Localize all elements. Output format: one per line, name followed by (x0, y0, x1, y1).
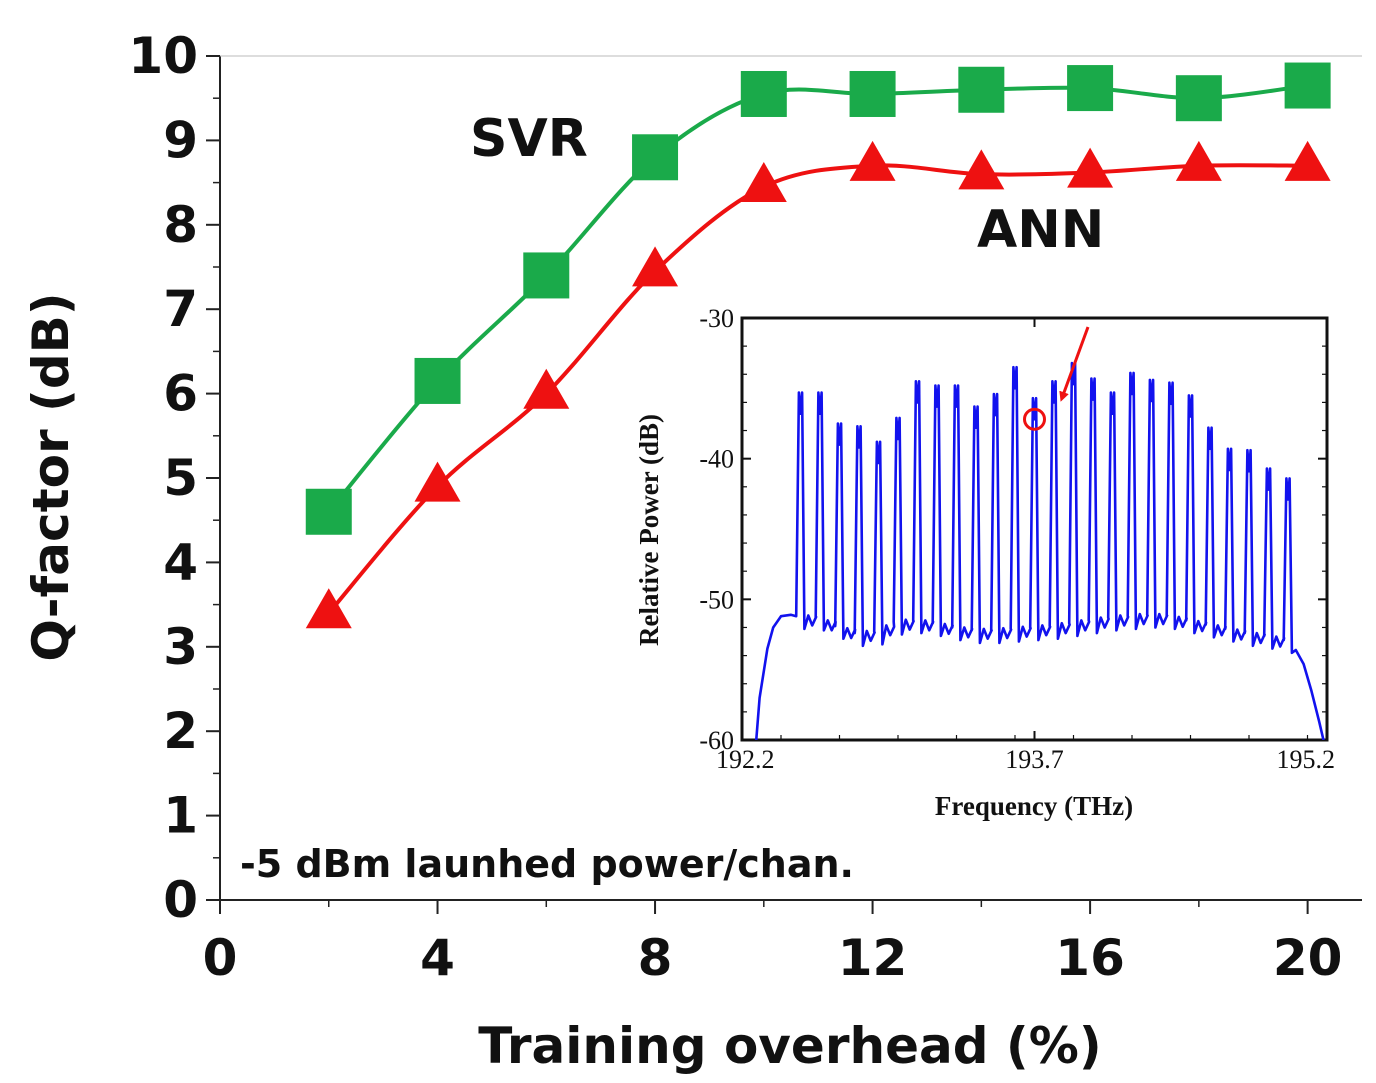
highlighted-channel-circle (1023, 407, 1046, 431)
svr-marker (523, 252, 570, 299)
ann-marker (632, 246, 679, 287)
inset-spectrum (754, 361, 1325, 740)
main-x-tick-label: 12 (838, 929, 908, 987)
svr-marker (958, 66, 1005, 113)
inset-y-tick-label: -50 (699, 585, 734, 614)
svr-series-label: SVR (470, 109, 588, 169)
main-x-tick-label: 20 (1273, 929, 1343, 987)
inset-x-axis-title: Frequency (THz) (935, 791, 1133, 821)
main-y-tick-label: 0 (163, 871, 198, 929)
inset-y-axis-title: Relative Power (dB) (634, 414, 664, 646)
inset-frame (740, 316, 1329, 742)
inset-x-tick-label: 195.2 (1277, 745, 1336, 774)
main-y-axis-title: Q-factor (dB) (22, 292, 80, 661)
inset-axes (740, 316, 1329, 742)
launch-power-annotation: -5 dBm launhed power/chan. (240, 842, 854, 886)
main-y-tick-label: 10 (128, 27, 198, 85)
main-y-tick-label: 9 (163, 111, 198, 169)
main-y-tick-label: 8 (163, 196, 198, 254)
svr-marker (1067, 65, 1114, 112)
inset-y-tick-label: -40 (699, 445, 734, 474)
ann-line (327, 163, 1308, 615)
main-y-tick-label: 2 (163, 702, 198, 760)
inset-x-tick-label: 192.2 (716, 745, 775, 774)
highlight-arrow (1059, 326, 1090, 402)
svr-marker (632, 134, 679, 181)
svr-marker (740, 70, 787, 117)
inset-y-tick-label: -30 (699, 304, 734, 333)
ann-marker (523, 368, 570, 409)
main-y-tick-labels: 0 1 2 3 4 5 6 7 8 9 10 (128, 27, 198, 929)
svr-marker (414, 357, 461, 404)
svr-marker (849, 70, 896, 117)
main-x-tick-labels: 0 4 8 12 16 20 (203, 929, 1343, 987)
main-y-tick-label: 1 (163, 787, 198, 845)
inset-x-tick-label: 193.7 (1005, 745, 1064, 774)
ann-marker (414, 461, 461, 502)
main-x-tick-label: 0 (203, 929, 238, 987)
svr-marker (1175, 75, 1222, 122)
main-axes (206, 55, 1362, 914)
main-y-tick-label: 5 (163, 449, 198, 507)
inset-chart: 192.2 193.7 195.2 -30 -40 -50 -60 Frequency (… (634, 304, 1335, 821)
ann-marker (1284, 140, 1331, 181)
spectrum-trace (754, 361, 1325, 740)
ann-marker (849, 140, 896, 181)
svr-marker (305, 488, 352, 535)
ann-marker (1067, 147, 1114, 188)
main-series (305, 62, 1331, 629)
main-y-tick-label: 6 (163, 365, 198, 423)
inset-y-tick-label: -60 (699, 726, 734, 755)
main-x-axis-title: Training overhead (%) (478, 1017, 1101, 1075)
main-y-tick-label: 4 (163, 533, 198, 591)
ann-marker (740, 162, 787, 203)
inset-x-tick-labels: 192.2 193.7 195.2 (716, 745, 1335, 774)
main-x-tick-label: 4 (420, 929, 455, 987)
main-y-tick-label: 7 (163, 280, 198, 338)
ann-marker (305, 588, 352, 629)
svr-marker (1284, 62, 1331, 109)
ann-marker (1175, 140, 1222, 181)
main-x-tick-label: 16 (1055, 929, 1125, 987)
main-y-tick-label: 3 (163, 618, 198, 676)
ann-series-label: ANN (977, 200, 1104, 260)
ann-marker (958, 149, 1005, 190)
main-x-tick-label: 8 (638, 929, 673, 987)
inset-y-tick-labels: -30 -40 -50 -60 (699, 304, 734, 755)
